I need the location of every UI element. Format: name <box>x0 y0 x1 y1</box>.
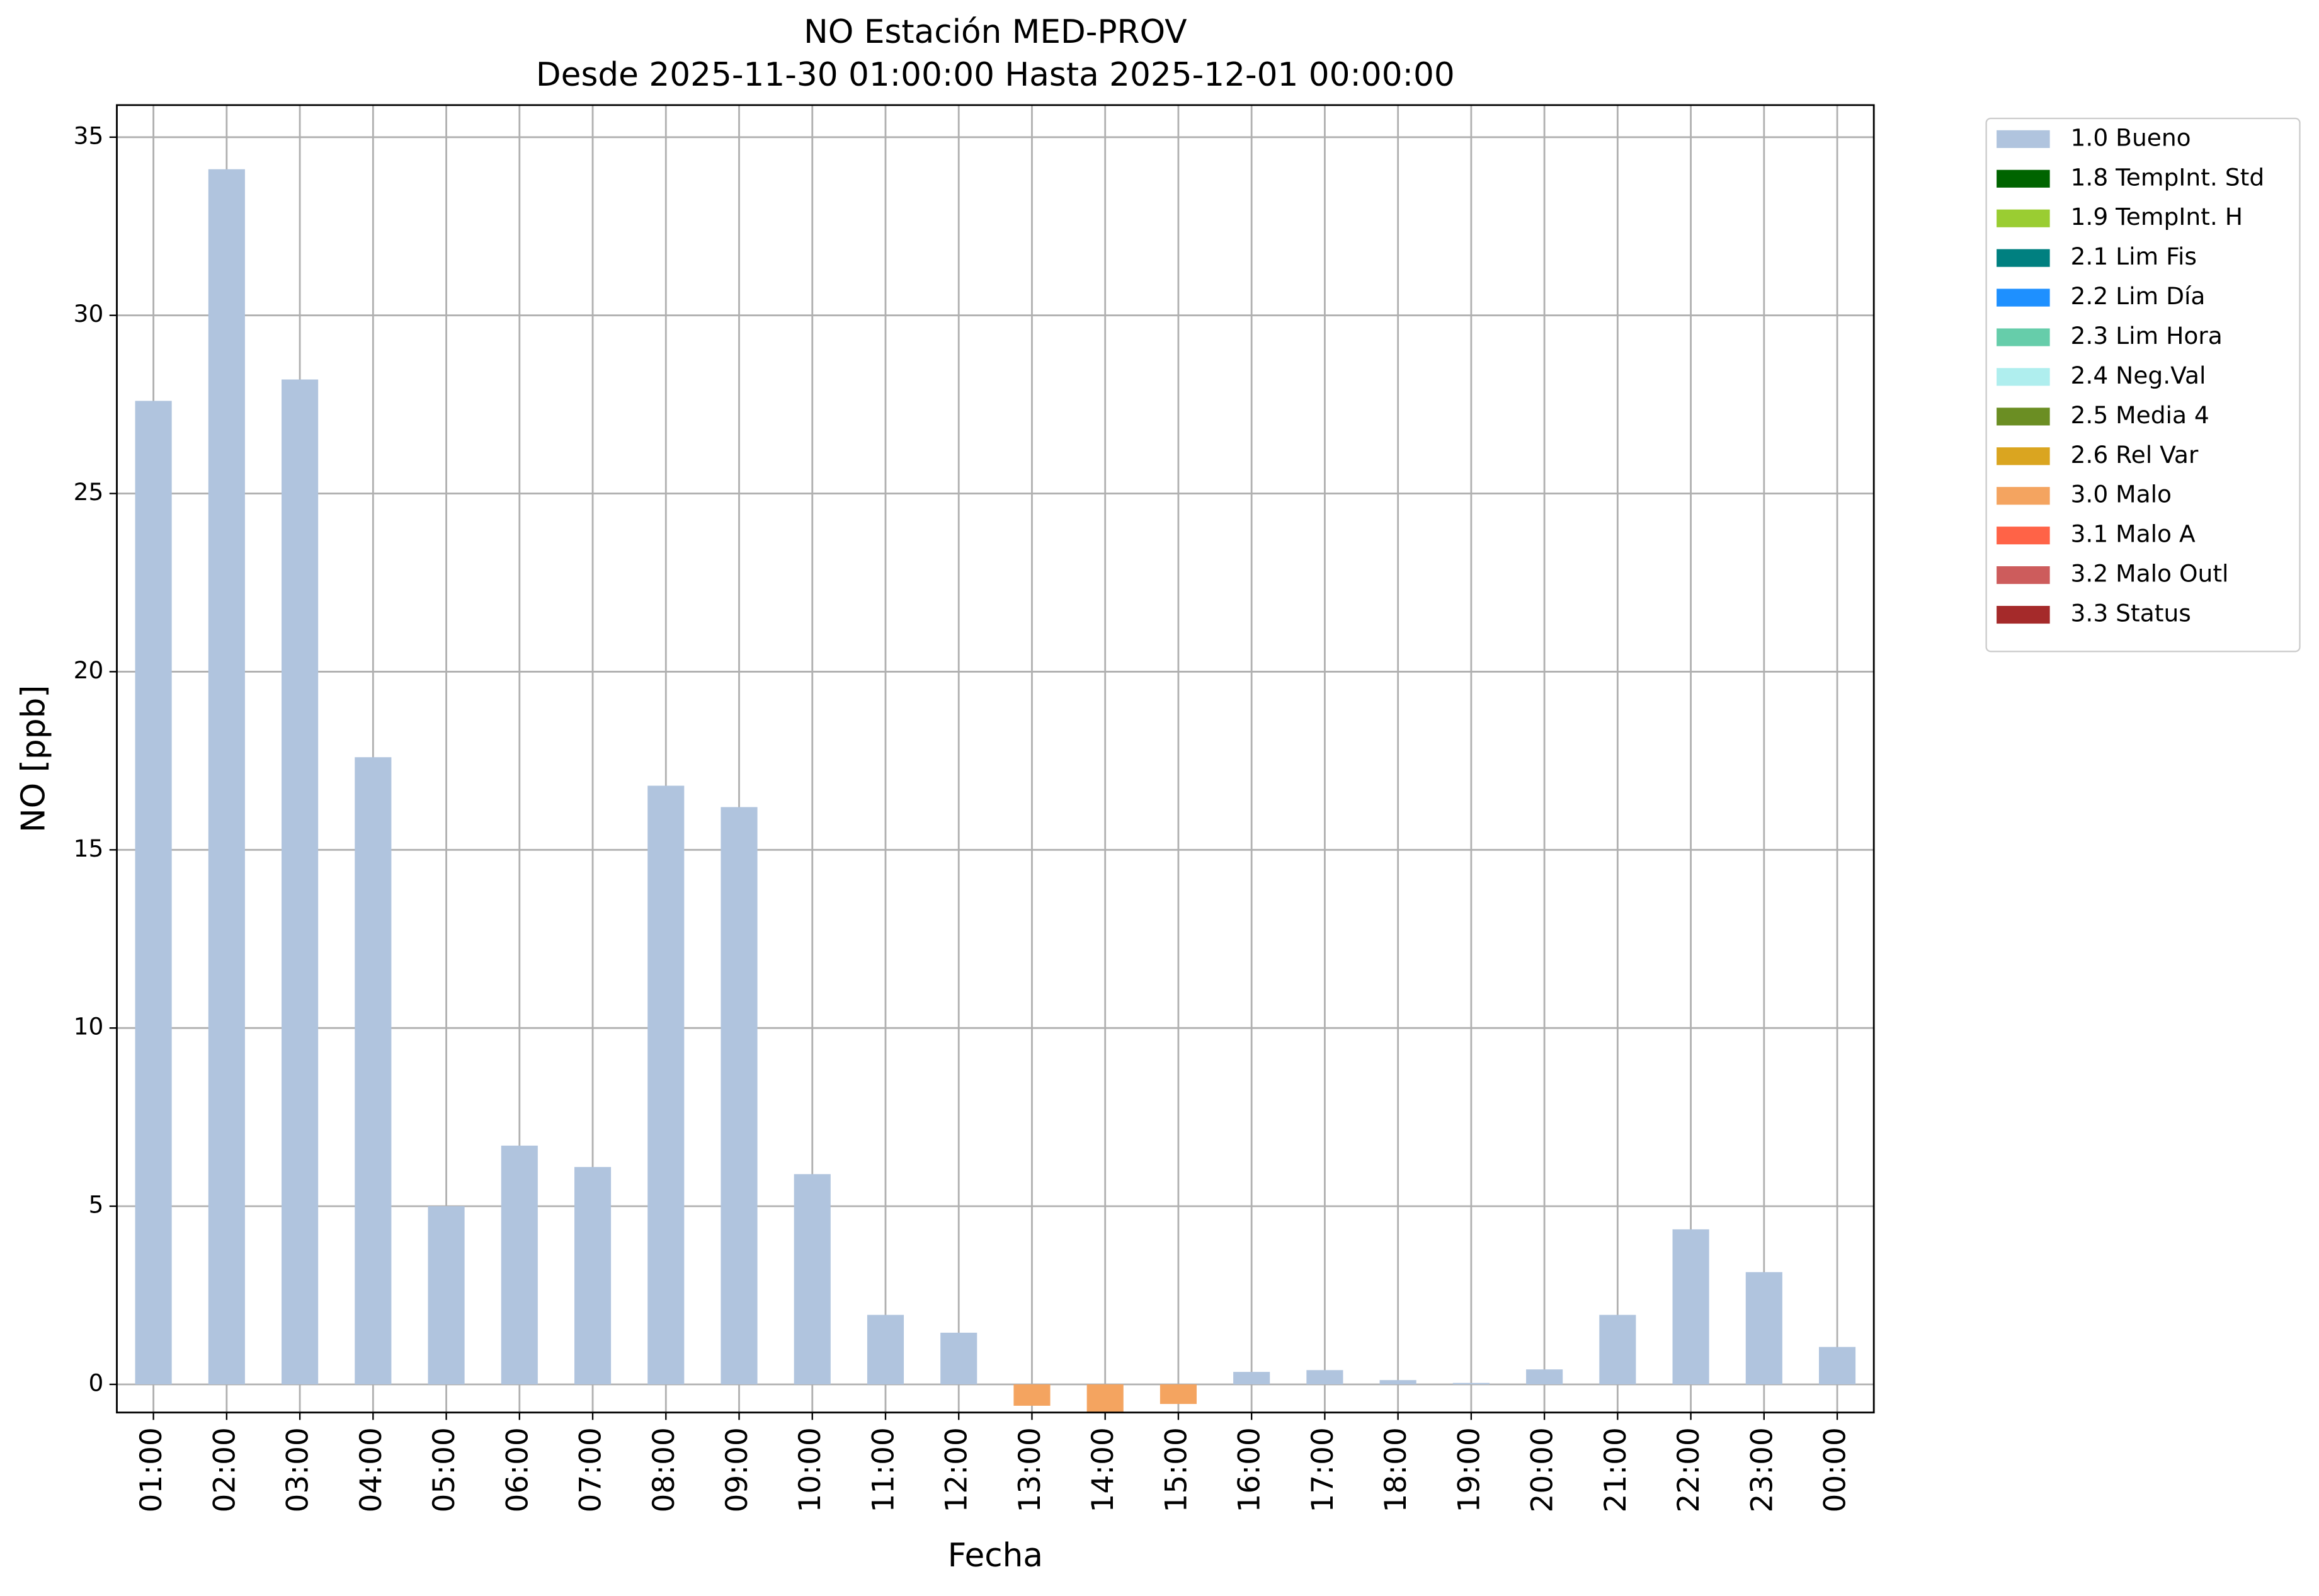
x-tick-label: 14:00 <box>1086 1427 1120 1512</box>
x-axis-label: Fecha <box>948 1537 1043 1575</box>
legend-swatch <box>1997 288 2050 307</box>
y-axis-label: NO [ppb] <box>14 685 52 833</box>
bar <box>1306 1370 1343 1384</box>
x-tick-label: 16:00 <box>1233 1427 1267 1512</box>
bar <box>1745 1272 1782 1384</box>
y-tick-label: 10 <box>74 1013 104 1040</box>
legend-swatch <box>1997 169 2050 188</box>
legend-label: 3.2 Malo Outl <box>2071 560 2229 588</box>
legend-label: 1.8 TempInt. Std <box>2071 163 2265 191</box>
legend-swatch <box>1997 487 2050 505</box>
x-tick-label: 13:00 <box>1013 1427 1047 1512</box>
bar <box>1379 1380 1416 1384</box>
legend-swatch <box>1997 605 2050 624</box>
legend-swatch <box>1997 447 2050 465</box>
bar <box>647 785 685 1384</box>
legend-label: 1.9 TempInt. H <box>2071 203 2243 231</box>
bar <box>282 379 319 1384</box>
legend-label: 3.3 Status <box>2071 600 2191 627</box>
x-tick-label: 11:00 <box>866 1427 901 1512</box>
y-tick-label: 0 <box>88 1369 103 1396</box>
x-tick-label: 02:00 <box>207 1427 242 1512</box>
x-tick-label: 17:00 <box>1306 1427 1340 1512</box>
chart-subtitle: Desde 2025-11-30 01:00:00 Hasta 2025-12-… <box>536 56 1455 94</box>
plot-frame <box>116 104 1875 1414</box>
x-tick-label: 05:00 <box>427 1427 462 1512</box>
x-tick-label: 00:00 <box>1818 1427 1853 1512</box>
bar <box>721 807 758 1384</box>
legend-label: 3.1 Malo A <box>2071 520 2196 548</box>
y-tick-label: 15 <box>74 835 104 862</box>
x-tick-label: 10:00 <box>793 1427 828 1512</box>
bar <box>940 1332 977 1384</box>
x-tick-label: 12:00 <box>940 1427 974 1512</box>
legend-label: 2.3 Lim Hora <box>2071 322 2223 350</box>
bar <box>135 401 172 1384</box>
bar <box>355 757 392 1384</box>
bar <box>867 1314 904 1384</box>
x-tick-label: 06:00 <box>500 1427 535 1512</box>
legend-box <box>1985 117 2301 653</box>
x-tick-label: 09:00 <box>720 1427 755 1512</box>
bar <box>1672 1229 1709 1384</box>
x-tick-label: 03:00 <box>281 1427 316 1512</box>
legend-swatch <box>1997 368 2050 386</box>
x-tick-label: 08:00 <box>647 1427 681 1512</box>
legend-label: 2.1 Lim Fis <box>2071 242 2197 270</box>
x-tick-label: 21:00 <box>1598 1427 1633 1512</box>
x-tick-label: 19:00 <box>1452 1427 1486 1512</box>
bar <box>1452 1382 1490 1384</box>
bar <box>428 1206 465 1384</box>
chart-title: NO Estación MED-PROV <box>804 13 1187 51</box>
y-tick-label: 25 <box>74 478 104 506</box>
x-tick-label: 23:00 <box>1745 1427 1779 1512</box>
y-tick-label: 5 <box>88 1191 103 1219</box>
bar <box>1819 1347 1856 1384</box>
x-tick-label: 15:00 <box>1159 1427 1194 1512</box>
bar <box>1233 1372 1270 1384</box>
bar <box>1086 1384 1124 1413</box>
bar <box>1013 1384 1051 1406</box>
x-tick-label: 04:00 <box>354 1427 389 1512</box>
bar <box>1160 1384 1197 1405</box>
y-tick-label: 35 <box>74 122 104 149</box>
y-tick-label: 20 <box>74 656 104 684</box>
x-tick-label: 18:00 <box>1379 1427 1413 1512</box>
legend-label: 2.4 Neg.Val <box>2071 362 2206 389</box>
legend-swatch <box>1997 328 2050 346</box>
legend-swatch <box>1997 130 2050 148</box>
legend-label: 2.6 Rel Var <box>2071 441 2199 469</box>
legend-swatch <box>1997 249 2050 267</box>
x-tick-label: 07:00 <box>574 1427 608 1512</box>
bar <box>794 1174 831 1384</box>
legend-label: 2.5 Media 4 <box>2071 401 2209 429</box>
bar <box>574 1166 612 1384</box>
legend-swatch <box>1997 408 2050 426</box>
legend-swatch <box>1997 566 2050 584</box>
y-tick-label: 30 <box>74 300 104 328</box>
legend-swatch <box>1997 527 2050 545</box>
bar <box>1526 1369 1563 1384</box>
legend-label: 1.0 Bueno <box>2071 123 2191 151</box>
legend-label: 2.2 Lim Día <box>2071 282 2206 310</box>
bar <box>208 169 245 1384</box>
legend-swatch <box>1997 209 2050 227</box>
bar <box>501 1145 538 1384</box>
x-tick-label: 20:00 <box>1525 1427 1560 1512</box>
x-tick-label: 22:00 <box>1672 1427 1706 1512</box>
legend-label: 3.0 Malo <box>2071 481 2172 508</box>
bar <box>1599 1314 1636 1384</box>
x-tick-label: 01:00 <box>134 1427 169 1512</box>
